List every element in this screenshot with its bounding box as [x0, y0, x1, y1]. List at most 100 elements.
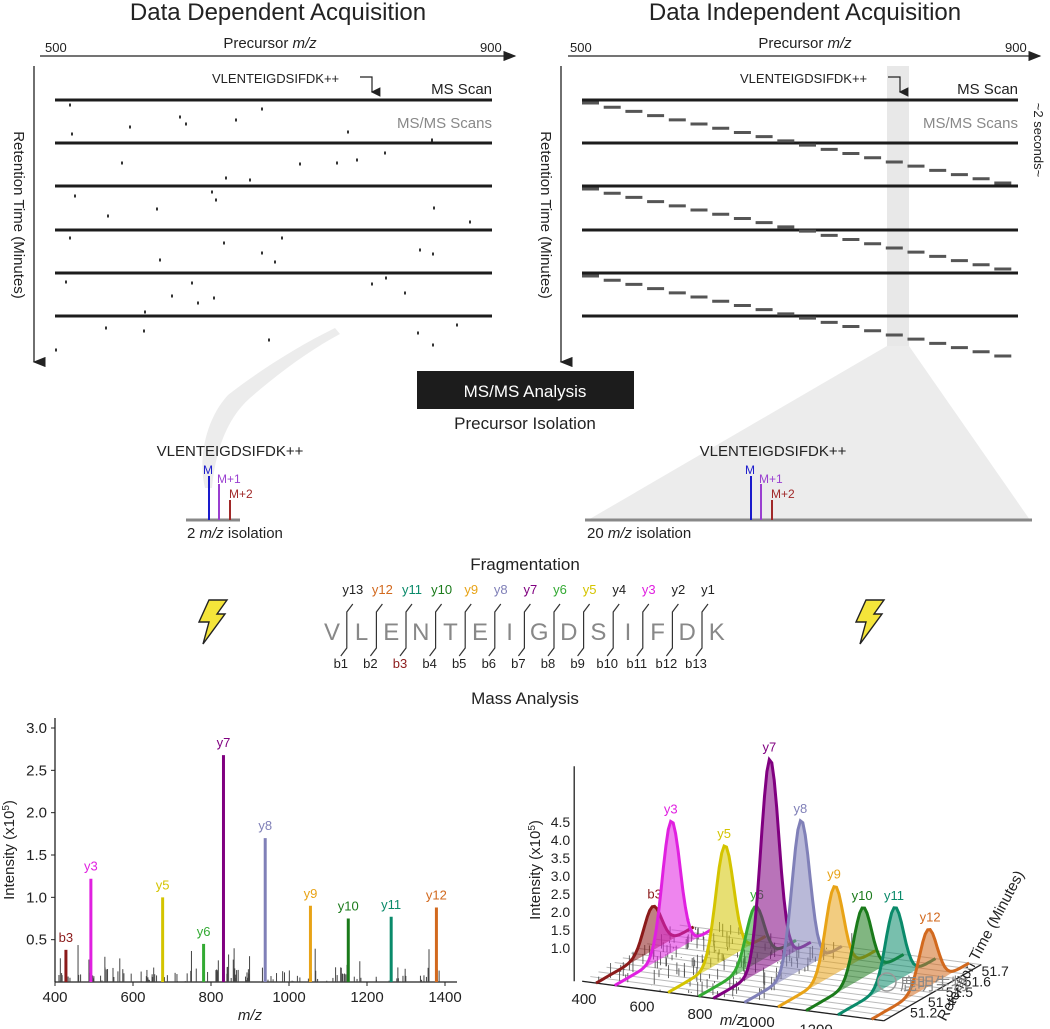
lightning-icon-right: [854, 599, 886, 645]
dia-msms-scans-label: MS/MS Scans: [923, 115, 1018, 132]
dia-cycle-label: ~2 seconds~: [1031, 103, 1046, 178]
dda-msms-event: [185, 122, 187, 126]
dda-msms-event: [281, 236, 283, 240]
dda-callout-arrow: [360, 76, 381, 97]
dda-msms-event: [129, 125, 131, 129]
dia-rt-axis: [883, 964, 982, 1022]
dda-msms-event: [456, 323, 458, 327]
dda-msms-event: [179, 115, 181, 119]
dia-ion-trace-fill: [806, 908, 904, 1011]
residue: S: [590, 619, 606, 646]
dda-msms-event: [371, 282, 373, 286]
dda-msms-event: [347, 130, 349, 134]
dia-callout-arrow: [888, 76, 909, 97]
dia-ms-scan-label: MS Scan: [957, 81, 1018, 98]
dia-msms-windows: [582, 101, 1012, 358]
dda-msms-event: [225, 176, 227, 180]
dia-ion-label: y7: [762, 740, 776, 755]
dia-isolation: VLENTEIGDSIFDK++ M M+1 M+2 20 m/z isolat…: [585, 443, 1032, 542]
dda-msms-event: [121, 161, 123, 165]
dda-mz-min: 500: [45, 40, 67, 55]
dia-mz-max: 900: [1005, 40, 1027, 55]
b-ion-label: b11: [626, 656, 647, 671]
y-ion-label: y9: [464, 582, 478, 597]
dda-y-tick-label: 1.0: [26, 889, 47, 906]
dia-x-axis: [582, 980, 884, 1022]
dia-rt-tick-label: 51.7: [982, 963, 1009, 979]
dda-x-tick-label: 1400: [428, 989, 461, 1006]
dda-ion-label: y8: [258, 818, 272, 833]
dda-msms-event: [156, 207, 158, 211]
dda-x-tick-label: 400: [42, 989, 67, 1006]
dia-ion-label: y9: [827, 867, 841, 882]
dda-msms-event: [143, 329, 145, 333]
dda-msms-event: [71, 132, 73, 136]
dda-ion-label: y5: [156, 877, 170, 892]
y-ion-label: y4: [612, 582, 626, 597]
dia-ion-label: y11: [884, 888, 904, 903]
dda-ion-label: y7: [217, 735, 231, 750]
dia-rt-tick-label: 51.2: [910, 1004, 937, 1020]
dda-msms-event: [213, 296, 215, 300]
dda-msms-event: [384, 151, 386, 155]
y-ion-label: y10: [431, 582, 452, 597]
dia-peak-m1-label: M+1: [759, 472, 783, 486]
cleavage-bracket: [340, 603, 354, 657]
dia-ion-trace-fill: [871, 929, 970, 1020]
cleavage-bracket: [399, 603, 413, 657]
b-ion-label: b12: [656, 656, 678, 671]
dia-x-tick-label: 600: [629, 999, 654, 1016]
residue: D: [679, 619, 696, 646]
dia-peak-m2-label: M+2: [771, 487, 795, 501]
dia-ion-label: y3: [664, 801, 678, 816]
dda-peak-m2-label: M+2: [229, 487, 253, 501]
dda-msms-scan-events: [55, 103, 471, 352]
dda-msms-event: [432, 343, 434, 347]
mass-analysis-heading: Mass Analysis: [471, 689, 579, 708]
dia-peptide-callout: VLENTEIGDSIFDK++: [740, 71, 867, 86]
dda-y-tick-label: 2.0: [26, 805, 47, 822]
residue: N: [412, 619, 429, 646]
dda-mz-max: 900: [480, 40, 502, 55]
dda-ion-label: y12: [426, 887, 447, 902]
dia-ion-trace-fill: [668, 846, 766, 993]
dda-peak-m-label: M: [203, 463, 213, 477]
dia-spectrum-xlabel: m/z: [720, 1012, 745, 1029]
dia-ion-trace-fill: [778, 886, 876, 1007]
cleavage-bracket: [665, 603, 679, 657]
dia-y-tick-label: 3.0: [551, 868, 571, 884]
dia-y-tick-label: 3.5: [551, 850, 571, 866]
dda-msms-event: [432, 252, 434, 256]
dia-x-tick-label: 1000: [741, 1014, 774, 1029]
dia-isolation-funnel: [588, 346, 1030, 520]
dda-msms-event: [431, 138, 433, 142]
dda-msms-event: [419, 248, 421, 252]
b-ion-label: b2: [363, 656, 377, 671]
residue: L: [355, 619, 368, 646]
y-ion-label: y13: [342, 582, 363, 597]
dda-msms-event: [215, 198, 217, 202]
dia-mz-min: 500: [570, 40, 592, 55]
dia-y-tick-label: 1.5: [551, 922, 571, 938]
lightning-icon-left: [197, 599, 229, 645]
dda-msms-event: [74, 194, 76, 198]
dda-ion-label: y10: [338, 899, 359, 914]
b-ion-label: b7: [511, 656, 525, 671]
dia-ion-label: y5: [717, 826, 731, 841]
dia-heading: Data Independent Acquisition: [649, 0, 961, 26]
cleavage-bracket: [488, 603, 502, 657]
cleavage-bracket: [695, 603, 709, 657]
dda-isolation: VLENTEIGDSIFDK++ M M+1 M+2 2 m/z isolati…: [157, 443, 304, 542]
y-ion-label: y6: [553, 582, 567, 597]
dda-ion-label: b3: [59, 930, 73, 945]
msms-analysis-label: MS/MS Analysis: [464, 382, 587, 401]
cleavage-bracket: [636, 603, 650, 657]
dda-panel: Precursor m/z 500 900 Retention Time (Mi…: [10, 35, 517, 368]
watermark-icon: [877, 972, 897, 992]
dda-msms-event: [356, 158, 358, 162]
dda-msms-event: [69, 236, 71, 240]
dia-peak-m-label: M: [745, 463, 755, 477]
y-ion-label: y1: [701, 582, 715, 597]
dda-msms-event: [55, 348, 57, 352]
